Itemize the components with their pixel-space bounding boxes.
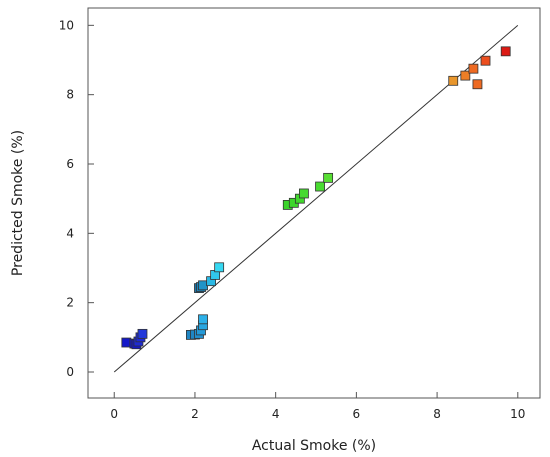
- data-point: [198, 280, 208, 291]
- y-tick-label: 10: [59, 18, 74, 32]
- x-tick-label: 4: [272, 407, 280, 421]
- data-point: [480, 55, 491, 66]
- x-tick-label: 10: [510, 407, 525, 421]
- data-point: [323, 172, 334, 183]
- data-point: [214, 262, 225, 273]
- data-point: [468, 63, 479, 74]
- data-point: [500, 46, 511, 57]
- x-axis-title: Actual Smoke (%): [252, 438, 376, 454]
- x-tick-label: 8: [433, 407, 441, 421]
- x-tick-label: 0: [110, 407, 118, 421]
- y-axis: 0 2 4 6 8 10: [59, 18, 94, 379]
- x-tick-label: 6: [353, 407, 361, 421]
- data-point: [472, 79, 483, 90]
- y-tick-label: 8: [66, 88, 74, 102]
- y-tick-label: 0: [66, 365, 74, 379]
- x-tick-label: 2: [191, 407, 199, 421]
- data-point: [315, 181, 325, 192]
- data-point: [448, 75, 459, 86]
- plot-frame: [87, 7, 541, 399]
- data-point: [198, 314, 208, 325]
- data-point: [137, 328, 148, 339]
- y-axis-title: Predicted Smoke (%): [10, 130, 26, 276]
- data-point: [121, 337, 132, 348]
- x-axis: 0 2 4 6 8 10: [110, 392, 525, 421]
- y-tick-label: 2: [66, 296, 74, 310]
- y-tick-label: 4: [66, 226, 74, 240]
- y-tick-label: 6: [66, 157, 74, 171]
- data-points: [121, 46, 511, 350]
- data-point: [460, 70, 471, 81]
- data-point: [299, 188, 309, 199]
